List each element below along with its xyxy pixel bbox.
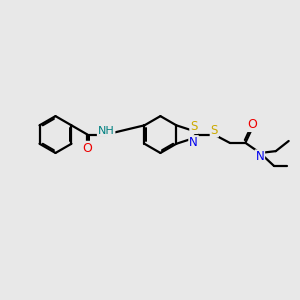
Text: O: O	[247, 118, 257, 131]
Text: S: S	[190, 120, 198, 133]
Text: NH: NH	[98, 126, 115, 136]
Text: N: N	[189, 136, 198, 149]
Text: O: O	[82, 142, 92, 155]
Text: N: N	[255, 150, 264, 163]
Text: S: S	[211, 124, 218, 136]
